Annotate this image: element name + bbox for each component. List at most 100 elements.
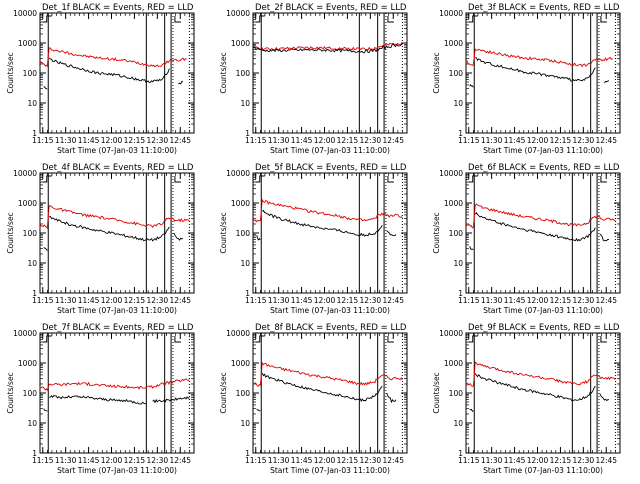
y-tick-label: 1 bbox=[245, 449, 250, 458]
y-tick-label: 100 bbox=[23, 389, 38, 398]
flag-marker bbox=[468, 335, 478, 343]
x-tick-label: 12:30 bbox=[147, 136, 169, 145]
y-tick-label: 10 bbox=[240, 419, 250, 428]
x-axis-label: Start Time (07-Jan-03 11:10:00) bbox=[270, 146, 390, 155]
y-tick-label: 10000 bbox=[226, 9, 250, 18]
x-axis-label: Start Time (07-Jan-03 11:10:00) bbox=[483, 146, 603, 155]
events-series-line bbox=[43, 247, 48, 251]
detector-panel-7: Det_7f BLACK = Events, RED = LLD 1 10 100 10… bbox=[6, 323, 195, 475]
x-tick-label: 12:00 bbox=[527, 456, 549, 465]
x-axis-label: Start Time (07-Jan-03 11:10:00) bbox=[270, 466, 390, 475]
detector-panel-1: Det_1f BLACK = Events, RED = LLD 1 10 100 10… bbox=[6, 3, 195, 155]
flag-marker bbox=[468, 175, 478, 183]
x-tick-label: 12:00 bbox=[101, 296, 123, 305]
y-tick-label: 1000 bbox=[231, 359, 250, 368]
y-tick-label: 1 bbox=[245, 129, 250, 138]
y-axis-label: Counts/sec bbox=[219, 372, 228, 413]
events-series-line bbox=[386, 393, 397, 404]
x-tick-label: 12:15 bbox=[337, 296, 359, 305]
y-tick-label: 1 bbox=[458, 289, 463, 298]
events-series-line bbox=[475, 57, 596, 82]
panel-title: Det_2f BLACK = Events, RED = LLD bbox=[255, 3, 407, 13]
flag-marker bbox=[174, 176, 181, 183]
x-tick-label: 12:30 bbox=[360, 136, 382, 145]
events-series-line bbox=[599, 393, 610, 402]
x-axis-label: Start Time (07-Jan-03 11:10:00) bbox=[57, 466, 177, 475]
y-axis-label: Counts/sec bbox=[432, 212, 441, 253]
panel-title: Det_9f BLACK = Events, RED = LLD bbox=[468, 323, 620, 333]
detector-panel-8: Det_8f BLACK = Events, RED = LLD 1 10 100 10… bbox=[219, 323, 408, 475]
x-tick-label: 12:30 bbox=[573, 456, 595, 465]
x-tick-label: 12:15 bbox=[550, 296, 572, 305]
panel-title: Det_3f BLACK = Events, RED = LLD bbox=[468, 3, 620, 13]
x-tick-label: 12:30 bbox=[573, 136, 595, 145]
x-tick-label: 12:45 bbox=[382, 296, 404, 305]
y-tick-label: 10000 bbox=[226, 169, 250, 178]
x-tick-label: 12:15 bbox=[337, 136, 359, 145]
y-tick-label: 1000 bbox=[444, 199, 463, 208]
flag-marker bbox=[387, 336, 394, 343]
lld-series-line bbox=[252, 361, 403, 387]
lld-series-line bbox=[252, 42, 403, 51]
y-tick-label: 10000 bbox=[439, 329, 463, 338]
panel-title: Det_4f BLACK = Events, RED = LLD bbox=[42, 163, 194, 173]
y-axis-label: Counts/sec bbox=[432, 52, 441, 93]
x-tick-label: 11:15 bbox=[32, 136, 54, 145]
x-tick-label: 12:00 bbox=[101, 456, 123, 465]
flag-marker bbox=[42, 15, 52, 23]
x-tick-label: 12:15 bbox=[124, 456, 146, 465]
x-tick-label: 12:15 bbox=[124, 296, 146, 305]
x-tick-label: 12:00 bbox=[314, 456, 336, 465]
x-tick-label: 11:15 bbox=[245, 456, 267, 465]
y-tick-label: 1000 bbox=[18, 39, 37, 48]
events-series-line bbox=[152, 396, 190, 404]
x-tick-label: 11:30 bbox=[481, 456, 503, 465]
x-axis-label: Start Time (07-Jan-03 11:10:00) bbox=[483, 306, 603, 315]
x-tick-label: 12:15 bbox=[550, 136, 572, 145]
x-tick-label: 12:30 bbox=[147, 456, 169, 465]
y-axis-label: Counts/sec bbox=[219, 212, 228, 253]
events-series-line bbox=[173, 232, 184, 241]
x-axis-label: Start Time (07-Jan-03 11:10:00) bbox=[270, 306, 390, 315]
events-series-line bbox=[256, 408, 261, 412]
x-tick-label: 12:00 bbox=[527, 296, 549, 305]
flag-marker bbox=[42, 335, 52, 343]
y-tick-label: 10 bbox=[27, 99, 37, 108]
flag-marker bbox=[387, 16, 394, 23]
flag-marker bbox=[174, 336, 181, 343]
events-series-line bbox=[261, 209, 383, 237]
y-tick-label: 10000 bbox=[439, 9, 463, 18]
flag-marker bbox=[600, 16, 607, 23]
events-series-line bbox=[252, 43, 403, 54]
x-tick-label: 11:45 bbox=[504, 296, 526, 305]
events-series-line bbox=[48, 57, 170, 84]
x-tick-label: 12:45 bbox=[169, 296, 191, 305]
y-tick-label: 1 bbox=[32, 449, 37, 458]
panel-title: Det_5f BLACK = Events, RED = LLD bbox=[255, 163, 407, 173]
x-tick-label: 11:30 bbox=[268, 296, 290, 305]
y-tick-label: 1000 bbox=[231, 199, 250, 208]
x-tick-label: 12:00 bbox=[314, 296, 336, 305]
detector-panel-3: Det_3f BLACK = Events, RED = LLD 1 10 100 10… bbox=[432, 3, 621, 155]
y-tick-label: 1000 bbox=[444, 359, 463, 368]
y-tick-label: 10 bbox=[453, 99, 463, 108]
x-tick-label: 11:45 bbox=[78, 296, 100, 305]
y-tick-label: 10 bbox=[240, 99, 250, 108]
x-tick-label: 11:45 bbox=[504, 456, 526, 465]
x-tick-label: 11:15 bbox=[32, 296, 54, 305]
x-tick-label: 12:00 bbox=[527, 136, 549, 145]
y-tick-label: 10000 bbox=[439, 169, 463, 178]
flag-marker bbox=[174, 16, 181, 23]
y-tick-label: 1 bbox=[32, 289, 37, 298]
lld-series-line bbox=[39, 47, 187, 68]
events-series-line bbox=[469, 246, 474, 251]
events-series-line bbox=[49, 394, 147, 405]
x-tick-label: 12:45 bbox=[595, 456, 617, 465]
x-tick-label: 11:45 bbox=[291, 296, 313, 305]
y-tick-label: 100 bbox=[236, 229, 251, 238]
x-tick-label: 12:45 bbox=[595, 296, 617, 305]
x-tick-label: 12:45 bbox=[595, 136, 617, 145]
y-tick-label: 1 bbox=[458, 129, 463, 138]
detector-panel-4: Det_4f BLACK = Events, RED = LLD 1 10 100 10… bbox=[6, 163, 195, 315]
